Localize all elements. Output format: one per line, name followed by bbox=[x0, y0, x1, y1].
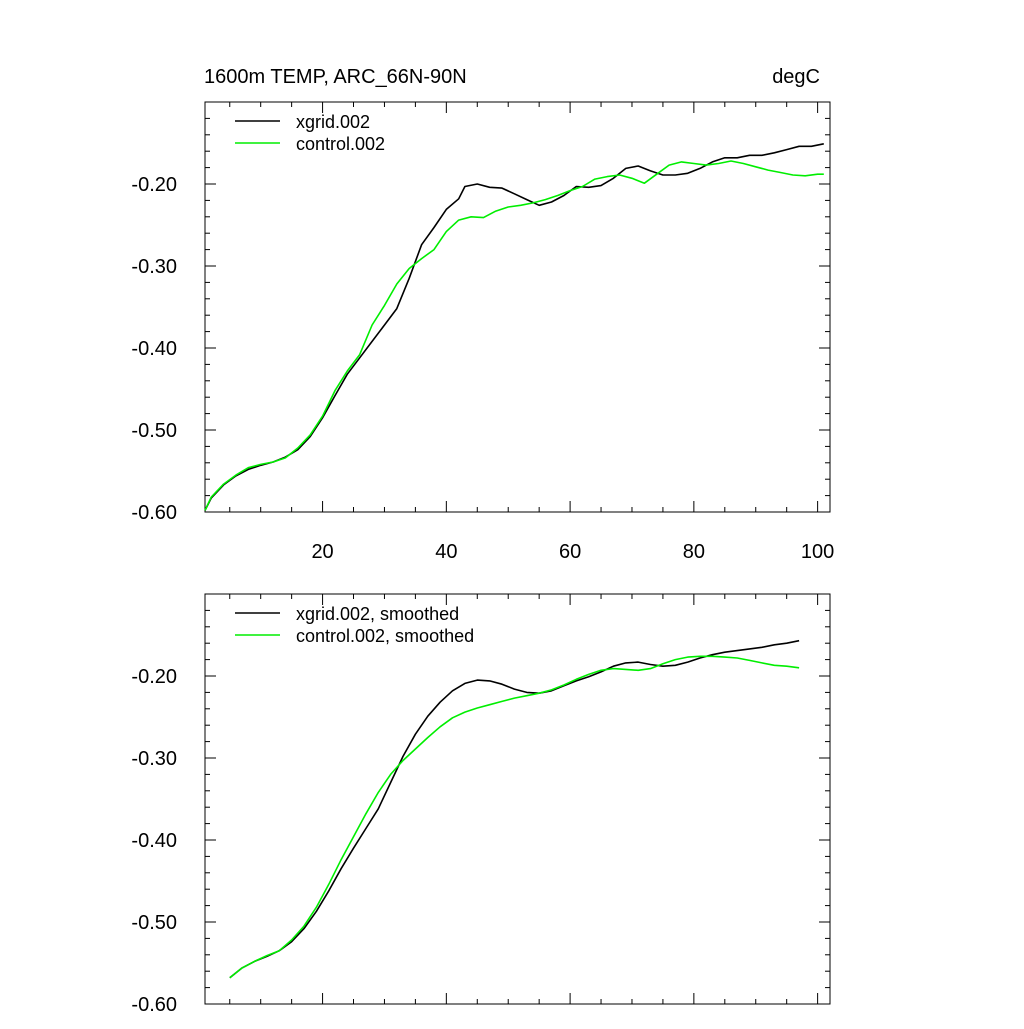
bottom-y-tick-label: -0.60 bbox=[131, 994, 177, 1016]
bottom-legend-label-control: control.002, smoothed bbox=[296, 626, 474, 646]
top-series-lines bbox=[204, 143, 824, 511]
top-axis-ticks bbox=[205, 102, 830, 513]
bottom-legend: xgrid.002, smoothed control.002, smoothe… bbox=[235, 604, 474, 646]
top-x-tick-label: 60 bbox=[559, 541, 581, 563]
top-x-tick-labels: 20 40 60 80 100 bbox=[311, 541, 834, 563]
top-y-tick-label: -0.20 bbox=[131, 174, 177, 196]
top-y-tick-labels: -0.60 -0.50 -0.40 -0.30 -0.20 bbox=[131, 174, 177, 524]
top-x-tick-label: 80 bbox=[683, 541, 705, 563]
top-legend-label-control: control.002 bbox=[296, 134, 385, 154]
bottom-y-tick-label: -0.40 bbox=[131, 830, 177, 852]
top-y-tick-label: -0.60 bbox=[131, 502, 177, 524]
top-y-tick-label: -0.40 bbox=[131, 338, 177, 360]
top-series-line-control bbox=[204, 160, 824, 511]
bottom-series-line-control bbox=[229, 655, 800, 979]
bottom-y-tick-label: -0.30 bbox=[131, 748, 177, 770]
top-series-line-xgrid bbox=[204, 143, 824, 511]
bottom-panel: -0.60 -0.50 -0.40 -0.30 -0.20 xgrid.002, smo… bbox=[131, 593, 831, 1016]
top-x-tick-label: 40 bbox=[435, 541, 457, 563]
top-legend: xgrid.002 control.002 bbox=[235, 112, 385, 154]
bottom-y-tick-label: -0.20 bbox=[131, 666, 177, 688]
top-y-tick-label: -0.30 bbox=[131, 256, 177, 278]
bottom-legend-label-xgrid: xgrid.002, smoothed bbox=[296, 604, 459, 624]
top-plot-frame bbox=[204, 101, 831, 513]
bottom-series-lines bbox=[229, 639, 800, 979]
top-x-tick-label: 100 bbox=[801, 541, 834, 563]
bottom-axis-ticks bbox=[205, 594, 830, 1005]
top-panel: 1600m TEMP, ARC_66N-90N degC -0.60-0.50-… bbox=[131, 66, 834, 563]
bottom-plot-frame bbox=[204, 593, 831, 1005]
top-y-tick-label: -0.50 bbox=[131, 420, 177, 442]
bottom-y-tick-label: -0.50 bbox=[131, 912, 177, 934]
bottom-series-line-xgrid bbox=[229, 639, 800, 979]
bottom-y-tick-labels: -0.60 -0.50 -0.40 -0.30 -0.20 bbox=[131, 666, 177, 1016]
top-x-tick-label: 20 bbox=[311, 541, 333, 563]
top-legend-label-xgrid: xgrid.002 bbox=[296, 112, 370, 132]
top-panel-title: 1600m TEMP, ARC_66N-90N bbox=[204, 66, 467, 88]
top-panel-units: degC bbox=[772, 66, 820, 88]
